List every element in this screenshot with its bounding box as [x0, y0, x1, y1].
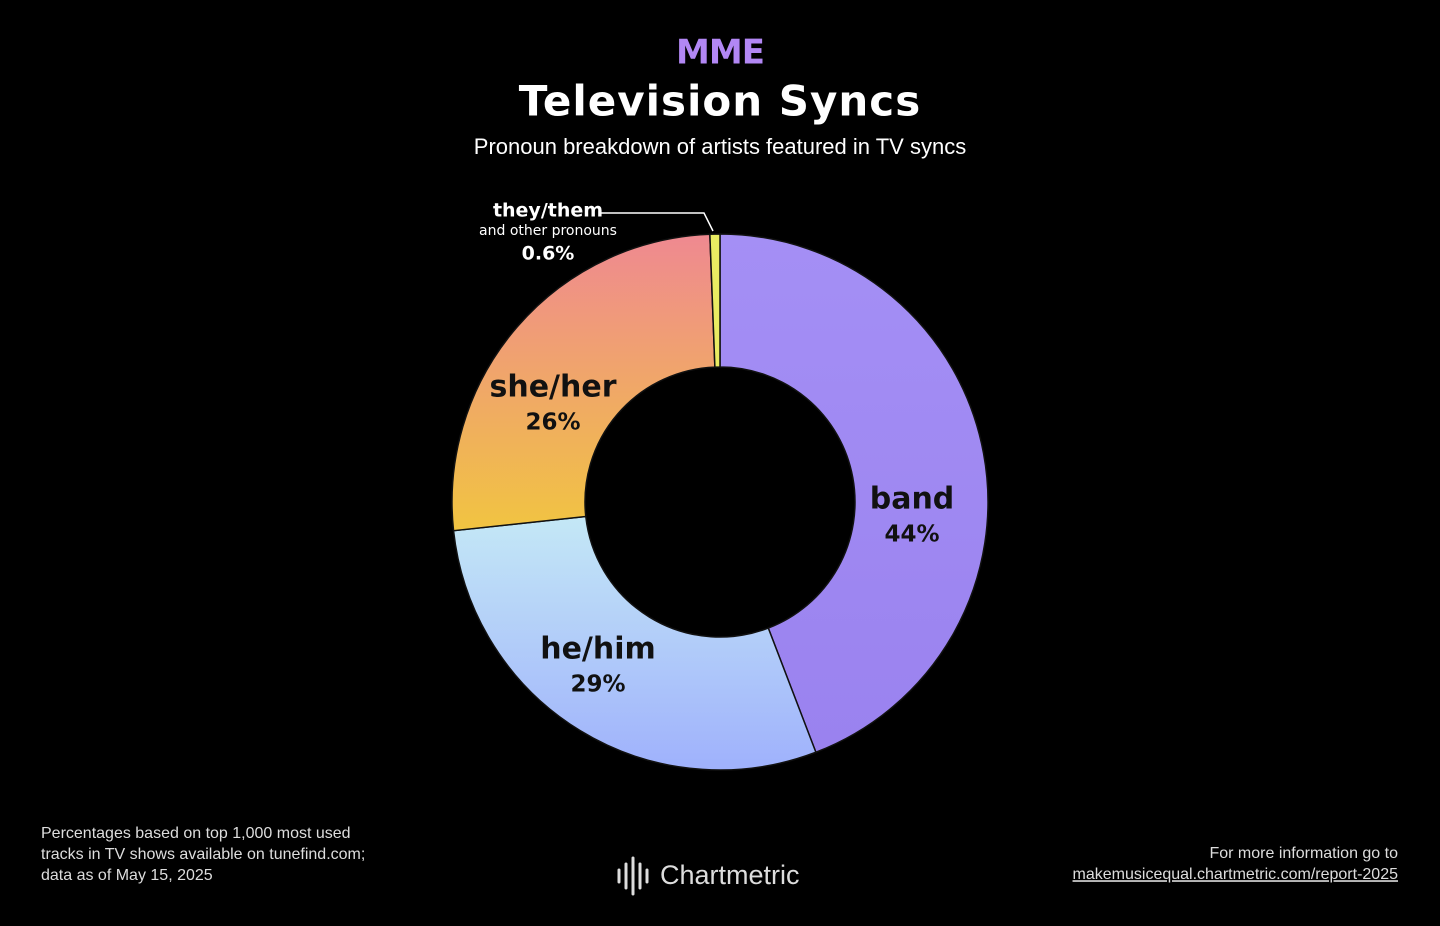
- slice-value-label: 44%: [884, 522, 939, 548]
- slice-category: he/him: [540, 632, 656, 667]
- slice-value-label: 26%: [525, 410, 580, 436]
- leader-line: [600, 212, 714, 232]
- source-logo-icon: [617, 856, 649, 896]
- footnote: tracks in TV shows available on tunefind…: [41, 846, 365, 863]
- info-text: For more information go to: [1209, 845, 1398, 862]
- footnote: Percentages based on top 1,000 most used: [41, 825, 351, 842]
- slice-note: and other pronouns: [479, 223, 617, 239]
- brand-logo: MME: [676, 33, 764, 73]
- donut: [451, 233, 989, 771]
- slice: [709, 233, 721, 368]
- slice-category: she/her: [489, 370, 616, 405]
- report-link[interactable]: makemusicequal.chartmetric.com/report-20…: [1073, 866, 1399, 883]
- slice-category: they/them: [493, 200, 603, 222]
- slice-category: band: [870, 482, 955, 517]
- slice: [452, 515, 817, 771]
- footnote: data as of May 15, 2025: [41, 867, 213, 884]
- chart-title: Television Syncs: [519, 77, 921, 126]
- source-name: Chartmetric: [660, 860, 800, 890]
- slice-value-label: 0.6%: [522, 243, 575, 265]
- slice-value-label: 29%: [570, 672, 625, 698]
- slice: [719, 233, 989, 754]
- slice: [451, 233, 716, 532]
- chart-subtitle: Pronoun breakdown of artists featured in…: [474, 134, 966, 159]
